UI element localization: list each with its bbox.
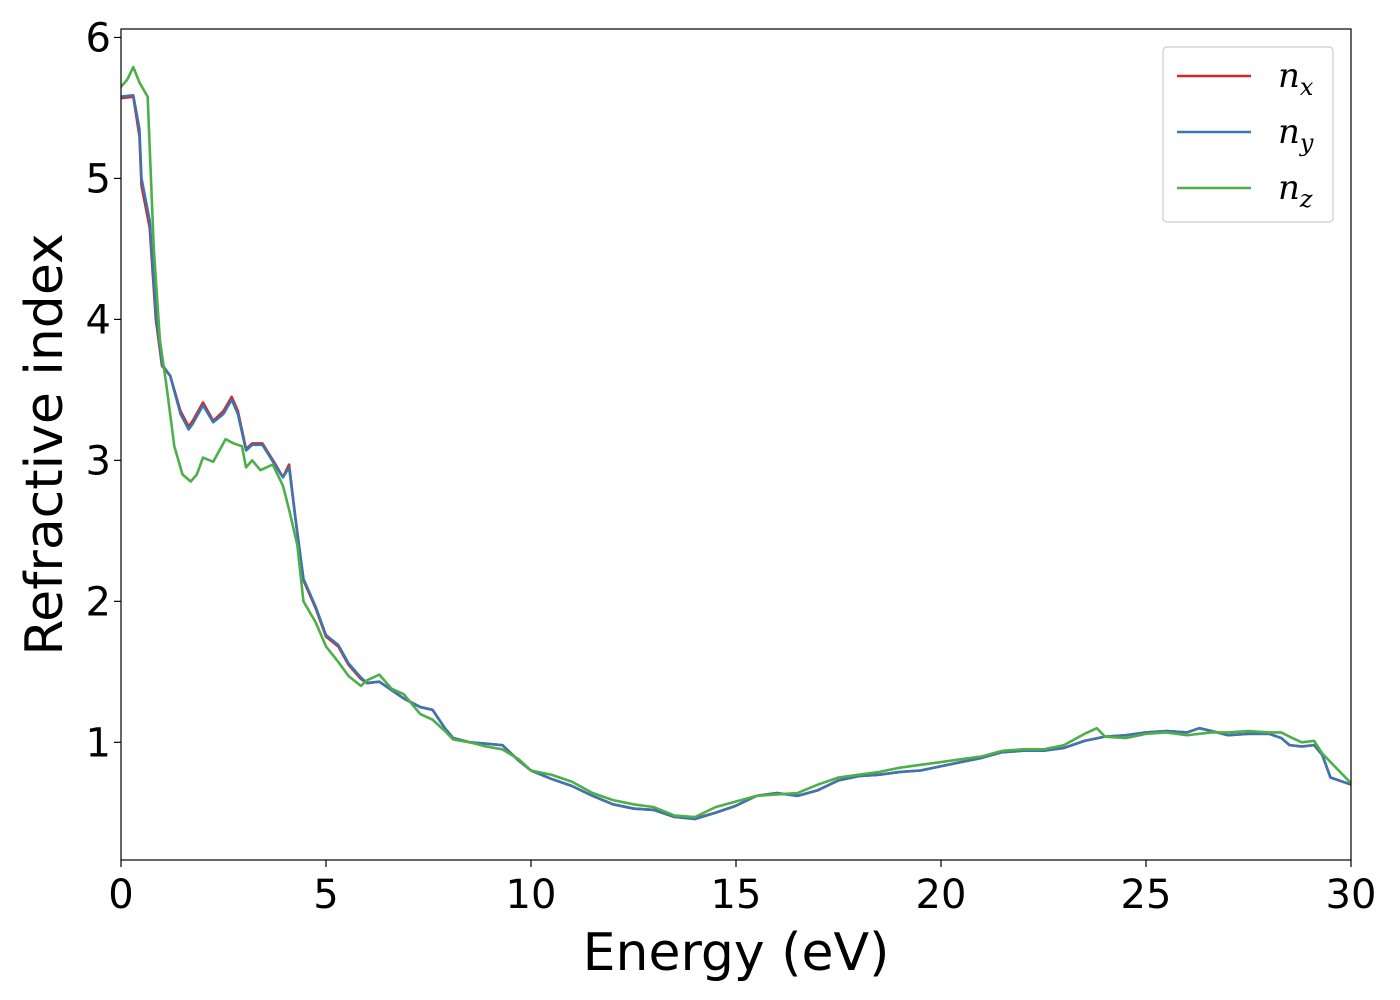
- y-axis-label: Refractive index: [15, 233, 75, 655]
- plot-area: [121, 65, 1351, 821]
- y-tick-label: 3: [86, 438, 111, 484]
- y-tick-label: 5: [86, 156, 111, 202]
- x-tick-label: 25: [1121, 872, 1172, 918]
- x-tick-label: 5: [313, 872, 338, 918]
- legend-subscript: y: [1299, 129, 1314, 157]
- y-tick-label: 4: [86, 297, 111, 343]
- legend-subscript: z: [1299, 185, 1313, 213]
- x-tick-label: 0: [108, 872, 133, 918]
- x-tick-label: 15: [711, 872, 762, 918]
- y-tick-label: 2: [86, 579, 111, 625]
- x-tick-label: 30: [1326, 872, 1377, 918]
- x-axis-label: Energy (eV): [583, 923, 890, 983]
- legend-box: [1162, 46, 1334, 223]
- y-tick-label: 1: [86, 720, 111, 766]
- series-line-n-y: [121, 93, 1351, 821]
- series-lines: [121, 65, 1351, 821]
- series-line-n-z: [121, 65, 1351, 819]
- y-tick-label: 6: [86, 15, 111, 61]
- axes: 0 5 10 15 20 25 30 1 2 3 4 5 6: [86, 15, 1377, 918]
- x-tick-label: 10: [506, 872, 557, 918]
- x-tick-label: 20: [916, 872, 967, 918]
- legend-subscript: x: [1300, 73, 1314, 101]
